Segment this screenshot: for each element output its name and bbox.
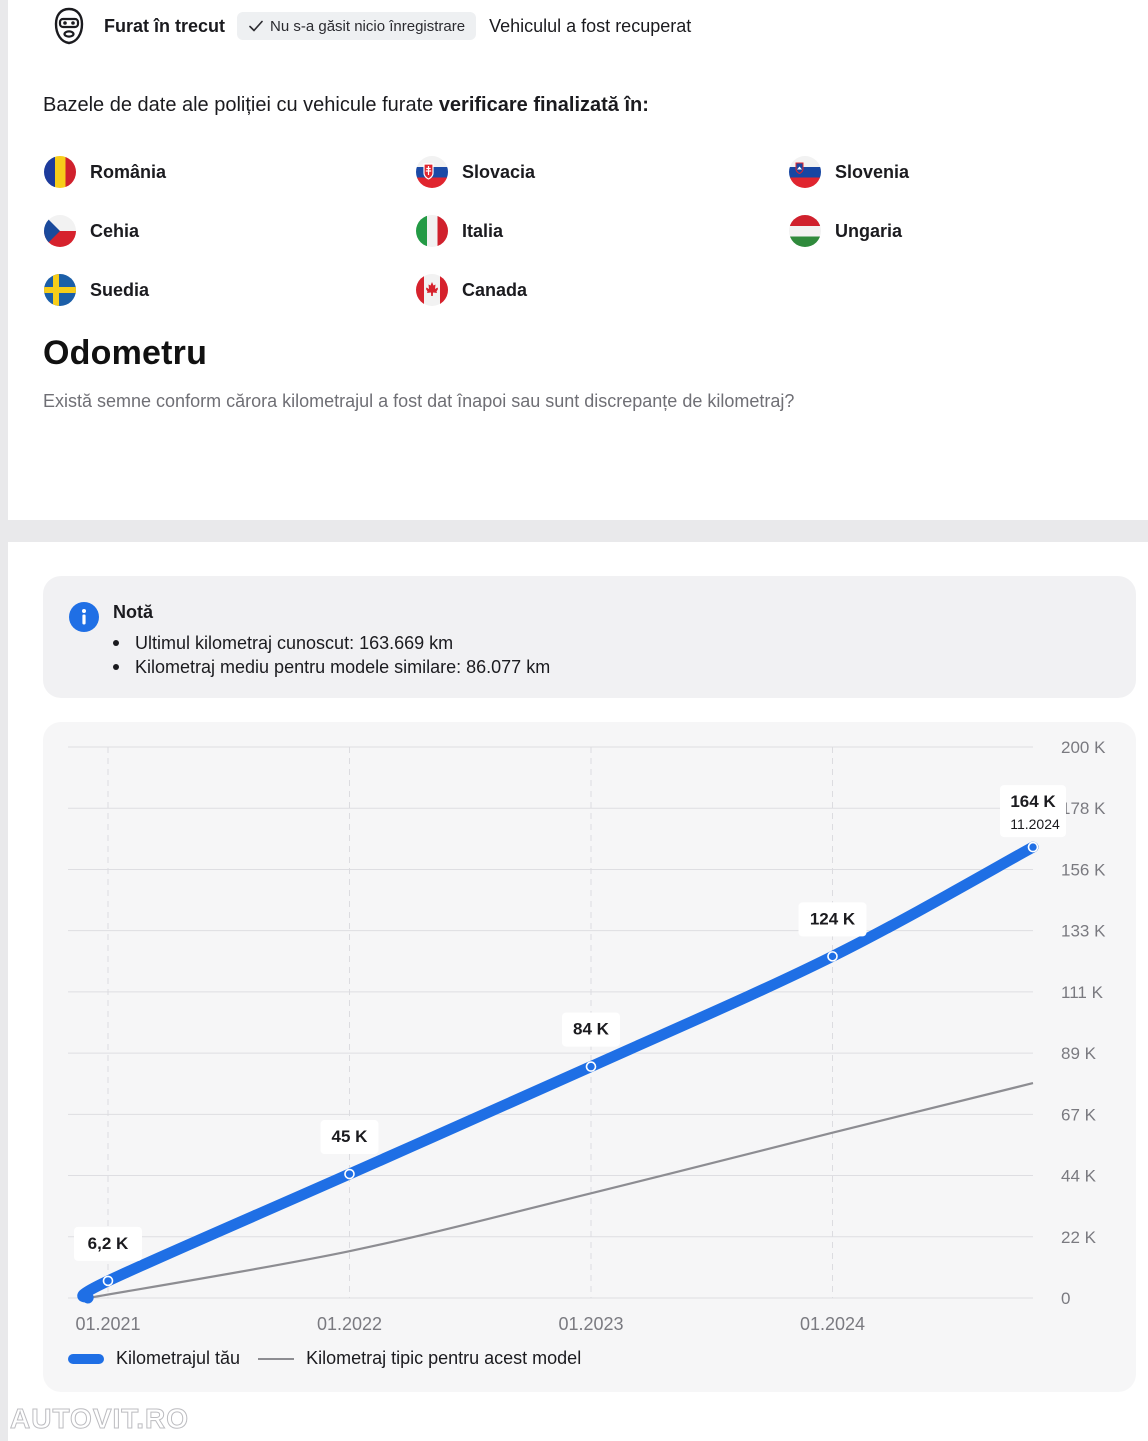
country-name: Slovenia <box>835 161 910 182</box>
odometer-question: Există semne conform cărora kilometrajul… <box>43 391 795 411</box>
country-name: România <box>90 161 167 182</box>
y-tick-label: 67 K <box>1061 1105 1097 1124</box>
country-item-sweden: Suedia <box>44 273 149 307</box>
note-title: Notă <box>113 602 153 622</box>
country-item-canada: Canada <box>416 273 527 307</box>
status-badge-label: Nu s-a găsit nicio înregistrare <box>270 17 466 35</box>
data-label-box <box>74 1226 142 1261</box>
country-name: Suedia <box>90 279 150 300</box>
country-name: Canada <box>462 279 528 300</box>
country-item-slovenia: Slovenia <box>789 155 909 189</box>
data-label: 6,2 K <box>88 1234 129 1253</box>
y-tick-label: 200 K <box>1061 738 1106 757</box>
odometer-card: Notă Ultimul kilometraj cunoscut: 163.66… <box>8 542 1148 1441</box>
data-label-box <box>1000 785 1066 838</box>
note-box: Notă Ultimul kilometraj cunoscut: 163.66… <box>43 576 1136 698</box>
slovenia-flag-icon <box>789 156 821 188</box>
balaclava-icon <box>54 7 84 45</box>
data-point <box>344 1168 355 1180</box>
country-item-czechia: Cehia <box>44 214 139 248</box>
country-name: Italia <box>462 220 504 241</box>
odometer-title: Odometru <box>43 334 208 372</box>
country-item-slovakia: Slovacia <box>416 155 535 189</box>
italy-flag-icon <box>416 215 448 247</box>
bullet <box>113 664 119 670</box>
legend-swatch-typical <box>258 1357 295 1360</box>
status-badge: Nu s-a găsit nicio înregistrare <box>237 12 477 40</box>
country-name: Ungaria <box>835 220 903 241</box>
bullet <box>113 640 119 646</box>
stolen-label: Furat în trecut <box>104 15 226 36</box>
country-name: Slovacia <box>462 161 536 182</box>
data-label: 164 K <box>1010 792 1056 811</box>
x-tick-label: 01.2024 <box>800 1314 865 1332</box>
data-point <box>585 1061 597 1072</box>
y-tick-label: 22 K <box>1061 1228 1097 1247</box>
y-tick-label: 178 K <box>1061 799 1106 818</box>
czechia-flag-icon <box>44 215 76 247</box>
data-label-box <box>562 1012 620 1047</box>
country-name: Cehia <box>90 220 140 241</box>
hungary-flag-icon <box>789 215 821 247</box>
legend-label-typical: Kilometraj tipic pentru acest model <box>306 1348 582 1368</box>
y-tick-label: 0 <box>1061 1289 1070 1308</box>
canada-flag-icon <box>416 274 448 306</box>
x-tick-label: 01.2022 <box>317 1314 382 1332</box>
x-tick-label: 01.2023 <box>558 1314 623 1332</box>
check-icon <box>249 20 263 32</box>
series-line-yours <box>77 841 1039 1304</box>
data-label-box <box>320 1120 379 1155</box>
list-item: Ultimul kilometraj cunoscut: 163.669 km <box>113 631 550 655</box>
data-label-box <box>798 902 867 937</box>
note-item-label: Ultimul kilometraj cunoscut: 163.669 km <box>135 632 454 653</box>
country-item-italy: Italia <box>416 214 503 248</box>
legend-label-yours: Kilometrajul tău <box>116 1348 241 1368</box>
data-label: 124 K <box>810 909 856 928</box>
data-sublabel: 11.2024 <box>1010 816 1060 832</box>
watermark-logo: AUTOVIT.RO <box>9 1403 190 1435</box>
stolen-status-row: Furat în trecut Nu s-a găsit nicio înreg… <box>52 7 692 45</box>
info-icon <box>69 602 99 632</box>
data-label: 84 K <box>573 1020 610 1039</box>
y-tick-label: 156 K <box>1061 860 1106 879</box>
x-tick-label: 01.2021 <box>75 1314 140 1332</box>
databases-title: Bazele de date ale poliției cu vehicule … <box>43 94 649 117</box>
databases-title-bold: verificare finalizată în: <box>438 94 649 116</box>
series-line-typical <box>87 1082 1034 1300</box>
legend-swatch-yours <box>68 1353 104 1364</box>
recovered-label: Vehiculul a fost recuperat <box>489 15 692 36</box>
sweden-flag-icon <box>44 274 76 306</box>
odometer-chart: 0 22 K 44 K 67 K 89 K 111 K 133 K 156 K 178 K 200… <box>43 722 1136 1392</box>
country-item-romania: România <box>44 155 166 189</box>
note-item-label: Kilometraj mediu pentru modele similare:… <box>135 656 551 677</box>
databases-title-prefix: Bazele de date ale poliției cu vehicule … <box>43 94 439 116</box>
y-tick-label: 89 K <box>1061 1044 1097 1063</box>
data-label: 45 K <box>332 1127 369 1146</box>
data-point <box>827 951 838 962</box>
y-tick-label: 133 K <box>1061 922 1106 941</box>
country-item-hungary: Ungaria <box>789 214 902 248</box>
slovakia-flag-icon <box>416 156 448 188</box>
odometer-chart-svg: 0 22 K 44 K 67 K 89 K 111 K 133 K 156 K 178 K 200… <box>68 738 1106 1332</box>
romania-flag-icon <box>44 156 76 188</box>
data-point <box>102 1275 114 1287</box>
data-point <box>1027 841 1039 853</box>
chart-legend: Kilometrajul tău Kilometraj tipic pentru… <box>68 1348 581 1369</box>
note-list: Ultimul kilometraj cunoscut: 163.669 km … <box>113 631 550 679</box>
y-tick-label: 111 K <box>1061 983 1104 1002</box>
list-item: Kilometraj mediu pentru modele similare:… <box>113 655 550 679</box>
y-tick-label: 44 K <box>1061 1167 1097 1186</box>
stolen-check-card: Furat în trecut Nu s-a găsit nicio înreg… <box>8 0 1148 520</box>
